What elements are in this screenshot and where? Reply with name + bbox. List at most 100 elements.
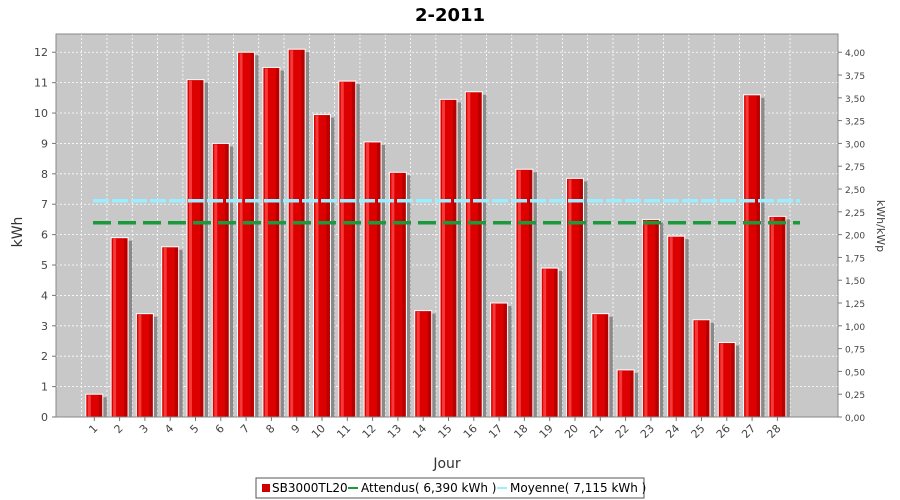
bar-highlight bbox=[619, 370, 623, 417]
legend-box bbox=[255, 477, 645, 499]
bar-shade bbox=[731, 343, 735, 417]
bar-shade bbox=[756, 95, 760, 418]
bar-shade bbox=[200, 80, 203, 417]
bar bbox=[338, 80, 360, 418]
bar-highlight bbox=[492, 304, 496, 417]
x-tick-label: 12 bbox=[360, 422, 379, 441]
bar bbox=[211, 142, 234, 418]
x-axis: 1 2 3 4 5 6 7 8 9 10 11 12 13 14 15 16 17 18 19 20 21 22 23 24 2… bbox=[86, 417, 784, 441]
bar-highlight bbox=[264, 68, 268, 417]
y2-tick-label: 1,50 bbox=[845, 277, 865, 287]
bar-shade bbox=[377, 142, 381, 417]
x-axis-label: Jour bbox=[432, 456, 461, 472]
bar-shade bbox=[275, 68, 279, 417]
bar bbox=[616, 369, 639, 418]
bar bbox=[237, 51, 259, 418]
x-tick-label: 25 bbox=[689, 422, 708, 441]
x-tick-label: 14 bbox=[410, 422, 429, 441]
bar-highlight bbox=[770, 217, 774, 417]
x-tick-label: 21 bbox=[587, 422, 606, 441]
legend-label-bar: SB3000TL20 bbox=[272, 481, 348, 495]
bar bbox=[161, 246, 183, 418]
y2-tick-label: 3,75 bbox=[845, 72, 865, 82]
bar-shade bbox=[604, 314, 608, 417]
y-tick-label: 10 bbox=[34, 107, 48, 120]
y-tick-label: 0 bbox=[41, 411, 48, 424]
bar bbox=[135, 313, 158, 418]
bar-shade bbox=[528, 170, 532, 417]
bar-highlight bbox=[87, 395, 91, 417]
bar-shade bbox=[250, 53, 254, 417]
y2-tick-label: 2,50 bbox=[845, 186, 865, 196]
bar-shade bbox=[301, 50, 305, 417]
y2-tick-label: 0,25 bbox=[845, 391, 865, 401]
bar bbox=[768, 215, 790, 418]
bar-shade bbox=[630, 370, 634, 417]
y-tick-label: 8 bbox=[41, 168, 48, 181]
bar-shade bbox=[680, 237, 684, 417]
bar-highlight bbox=[290, 50, 294, 417]
bar-highlight bbox=[214, 144, 218, 417]
legend: SB3000TL20 Attendus( 6,390 kWh ) Moyenne… bbox=[255, 477, 646, 499]
x-tick-label: 27 bbox=[739, 422, 758, 441]
y2-tick-label: 2,25 bbox=[845, 209, 865, 219]
x-tick-label: 3 bbox=[137, 422, 151, 436]
bar-shade bbox=[655, 220, 659, 417]
bar bbox=[743, 94, 765, 418]
bar-highlight bbox=[745, 95, 749, 418]
bar-shade bbox=[453, 100, 456, 417]
x-tick-label: 17 bbox=[486, 422, 505, 441]
bar bbox=[566, 177, 588, 418]
y2-axis: 0,00 0,25 0,50 0,75 1,00 1,25 1,50 1,75 2,00 2,25… bbox=[838, 49, 865, 424]
y-axis-label: kWh bbox=[10, 217, 26, 248]
x-tick-label: 8 bbox=[263, 422, 277, 436]
x-tick-label: 18 bbox=[511, 422, 530, 441]
y2-tick-label: 1,25 bbox=[845, 300, 865, 310]
y2-tick-label: 4,00 bbox=[845, 49, 865, 59]
y2-tick-label: 0,50 bbox=[845, 368, 865, 378]
x-tick-label: 5 bbox=[187, 422, 201, 436]
x-tick-label: 2 bbox=[112, 422, 126, 436]
y2-tick-label: 3,00 bbox=[845, 140, 865, 150]
bar-shade bbox=[478, 92, 482, 417]
bar-shade bbox=[503, 304, 507, 417]
x-tick-label: 4 bbox=[162, 422, 176, 436]
y-tick-label: 5 bbox=[41, 259, 48, 272]
bar-highlight bbox=[644, 220, 648, 417]
plot-border bbox=[55, 33, 839, 418]
bar-highlight bbox=[113, 238, 117, 417]
reference-lines bbox=[93, 198, 800, 225]
bar-shade bbox=[225, 144, 229, 417]
x-tick-label: 22 bbox=[613, 422, 632, 441]
x-tick-label: 24 bbox=[663, 422, 682, 441]
bar bbox=[85, 393, 107, 418]
bar bbox=[439, 98, 461, 418]
bar-shade bbox=[149, 314, 153, 417]
x-tick-label: 20 bbox=[562, 422, 581, 441]
y2-axis-label: kWh/kWp bbox=[874, 200, 887, 252]
bar bbox=[287, 48, 310, 418]
bar-highlight bbox=[138, 314, 142, 417]
y-tick-label: 11 bbox=[34, 77, 48, 90]
bar-highlight bbox=[189, 80, 192, 417]
x-tick-label: 7 bbox=[238, 422, 252, 436]
x-tick-label: 19 bbox=[537, 422, 556, 441]
y2-tick-label: 2,75 bbox=[845, 163, 865, 173]
bar bbox=[717, 342, 740, 418]
y-tick-label: 12 bbox=[34, 46, 48, 59]
y-tick-label: 1 bbox=[41, 381, 48, 394]
y2-tick-label: 0,75 bbox=[845, 346, 865, 356]
bar-highlight bbox=[517, 170, 521, 417]
bar-shade bbox=[174, 247, 178, 417]
bars bbox=[85, 48, 790, 418]
y-tick-label: 7 bbox=[41, 198, 48, 211]
bar-highlight bbox=[720, 343, 724, 417]
bar-shade bbox=[554, 269, 558, 417]
bar bbox=[641, 218, 664, 418]
y-tick-label: 9 bbox=[41, 137, 48, 150]
bar bbox=[464, 91, 487, 418]
bar-shade bbox=[326, 115, 330, 418]
bar bbox=[262, 66, 284, 418]
